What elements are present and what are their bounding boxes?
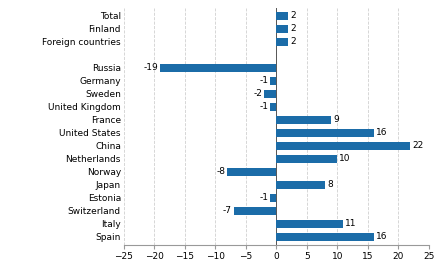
Text: -1: -1	[259, 193, 268, 202]
Text: 10: 10	[339, 154, 351, 163]
Text: -1: -1	[259, 103, 268, 112]
Bar	[276, 155, 337, 163]
Text: 16: 16	[376, 233, 387, 242]
Text: 16: 16	[376, 128, 387, 137]
Bar	[233, 208, 276, 215]
Bar	[264, 90, 276, 98]
Bar	[270, 103, 276, 110]
Text: 11: 11	[345, 220, 357, 228]
Bar	[270, 78, 276, 85]
Text: -8: -8	[217, 168, 225, 177]
Bar	[270, 194, 276, 202]
Text: -2: -2	[253, 89, 262, 98]
Bar	[276, 116, 331, 123]
Bar	[276, 220, 343, 228]
Bar	[276, 13, 289, 20]
Bar	[228, 168, 276, 175]
Text: 22: 22	[412, 141, 423, 150]
Text: 8: 8	[327, 181, 333, 190]
Text: 2: 2	[290, 24, 296, 33]
Text: 9: 9	[333, 116, 339, 125]
Text: 2: 2	[290, 38, 296, 47]
Text: -1: -1	[259, 76, 268, 85]
Bar	[276, 38, 289, 45]
Bar	[276, 25, 289, 33]
Bar	[276, 143, 411, 150]
Bar	[160, 64, 276, 72]
Text: 2: 2	[290, 11, 296, 20]
Bar	[276, 129, 374, 137]
Bar	[276, 233, 374, 240]
Bar	[276, 181, 325, 188]
Text: -19: -19	[144, 63, 159, 72]
Text: -7: -7	[223, 206, 232, 215]
